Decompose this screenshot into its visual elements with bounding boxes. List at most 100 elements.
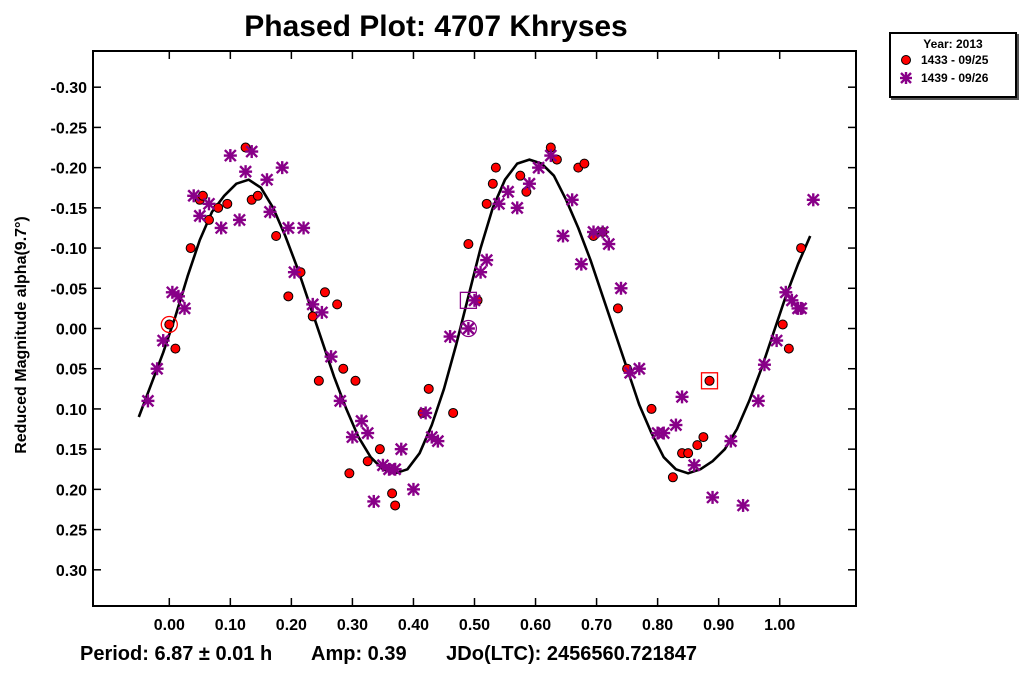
data-point-1433 <box>374 444 385 455</box>
data-point-1439 <box>632 362 646 376</box>
y-tick-label: -0.20 <box>51 161 88 178</box>
amplitude-text: Amp: 0.39 <box>311 643 407 665</box>
data-point-1439 <box>150 362 164 376</box>
data-point-1433 <box>612 303 623 314</box>
data-point-1439 <box>706 490 720 504</box>
axis-ticks: 0.00 0.10 0.20 0.30 0.40 0.50 0.60 0.70 0.80 0.90… <box>51 51 856 634</box>
data-point-1433 <box>319 287 330 298</box>
data-point-1439 <box>263 205 277 219</box>
data-point-1439 <box>602 237 616 251</box>
data-point-1433 <box>698 432 709 443</box>
data-point-1439 <box>275 161 289 175</box>
data-point-1439 <box>657 426 671 440</box>
y-tick-label: 0.10 <box>56 402 87 419</box>
y-tick-label: -0.05 <box>51 281 88 298</box>
data-point-1433 <box>344 468 355 479</box>
data-point-1439 <box>156 334 170 348</box>
y-tick-label: 0.05 <box>56 362 87 379</box>
data-point-1439 <box>333 394 347 408</box>
data-point-1439 <box>751 394 765 408</box>
data-point-1439 <box>614 281 628 295</box>
data-point-1439 <box>223 149 237 163</box>
red-circle-icon <box>901 55 911 65</box>
data-point-1439 <box>480 253 494 267</box>
data-point-1439 <box>355 414 369 428</box>
data-point-1439 <box>596 225 610 239</box>
data-point-1439 <box>779 285 793 299</box>
y-tick-label: 0.00 <box>56 322 87 339</box>
x-tick-label: 0.10 <box>215 617 246 634</box>
data-point-1439 <box>556 229 570 243</box>
data-point-1433 <box>783 343 794 354</box>
data-point-1439 <box>574 257 588 271</box>
data-point-1439 <box>406 482 420 496</box>
data-point-1439 <box>214 221 228 235</box>
data-point-1433 <box>252 190 263 201</box>
jdo-text: JDo(LTC): 2456560.721847 <box>446 643 698 665</box>
data-point-1439 <box>260 173 274 187</box>
legend: Year: 2013 1433 - 09/25 1439 - 09/26 <box>889 32 1017 98</box>
data-point-1439 <box>492 197 506 211</box>
data-point-1439 <box>187 189 201 203</box>
data-point-1433 <box>490 162 501 173</box>
data-point-1439 <box>468 293 481 307</box>
x-tick-label: 0.70 <box>581 617 612 634</box>
footer-stats: Period: 6.87 ± 0.01 h Amp: 0.39 JDo(LTC)… <box>80 643 731 666</box>
data-point-1433 <box>350 375 361 386</box>
data-point-1439 <box>675 390 689 404</box>
annotation-square <box>459 291 478 309</box>
purple-asterisk-icon <box>900 72 912 84</box>
data-point-1439 <box>687 458 701 472</box>
data-point-1439 <box>281 221 295 235</box>
data-point-1439 <box>806 193 820 207</box>
data-point-1433 <box>313 375 324 386</box>
data-point-1439 <box>419 406 433 420</box>
fit-curve-layer <box>137 158 812 475</box>
data-point-1439 <box>193 209 207 223</box>
data-points <box>141 142 820 512</box>
data-point-1433 <box>487 178 498 189</box>
data-point-1439 <box>431 434 445 448</box>
y-tick-label: -0.10 <box>51 241 88 258</box>
data-point-1439 <box>178 301 192 315</box>
y-tick-label: 0.20 <box>56 482 87 499</box>
y-tick-label: -0.30 <box>51 80 88 97</box>
annotation-square <box>700 372 719 390</box>
data-point-1433 <box>704 375 715 386</box>
data-point-1439 <box>757 358 771 372</box>
legend-label: 1433 - 09/25 <box>921 53 989 67</box>
data-point-1433 <box>338 363 349 374</box>
data-point-1439 <box>794 301 808 315</box>
annotation-circle <box>160 315 178 334</box>
chart-title: Phased Plot: 4707 Khryses <box>244 10 628 43</box>
data-point-1439 <box>361 426 375 440</box>
y-tick-label: -0.15 <box>51 201 88 218</box>
data-point-1439 <box>367 494 381 508</box>
data-point-1433 <box>683 448 694 459</box>
data-point-1439 <box>297 221 311 235</box>
data-point-1433 <box>646 403 657 414</box>
x-tick-label: 1.00 <box>764 617 795 634</box>
x-tick-label: 0.00 <box>154 617 185 634</box>
legend-entry-1433: 1433 - 09/25 <box>891 51 1015 69</box>
y-tick-label: 0.25 <box>56 523 87 540</box>
data-point-1433 <box>463 239 474 250</box>
data-point-1439 <box>315 305 329 319</box>
data-point-1433 <box>423 383 434 394</box>
data-point-1439 <box>770 334 784 348</box>
data-point-1439 <box>501 185 515 199</box>
data-point-1433 <box>448 407 459 418</box>
data-point-1433 <box>332 299 343 310</box>
data-point-1439 <box>239 165 253 179</box>
data-point-1439 <box>394 442 408 456</box>
data-point-1433 <box>362 456 373 467</box>
data-point-1439 <box>532 161 546 175</box>
data-point-1439 <box>345 430 359 444</box>
data-point-1433 <box>667 472 678 483</box>
data-point-1439 <box>388 462 402 476</box>
data-point-1433 <box>283 291 294 302</box>
legend-label: 1439 - 09/26 <box>921 71 989 85</box>
fit-curve-line <box>137 158 812 475</box>
data-point-1439 <box>232 213 246 227</box>
data-point-1433 <box>481 198 492 209</box>
